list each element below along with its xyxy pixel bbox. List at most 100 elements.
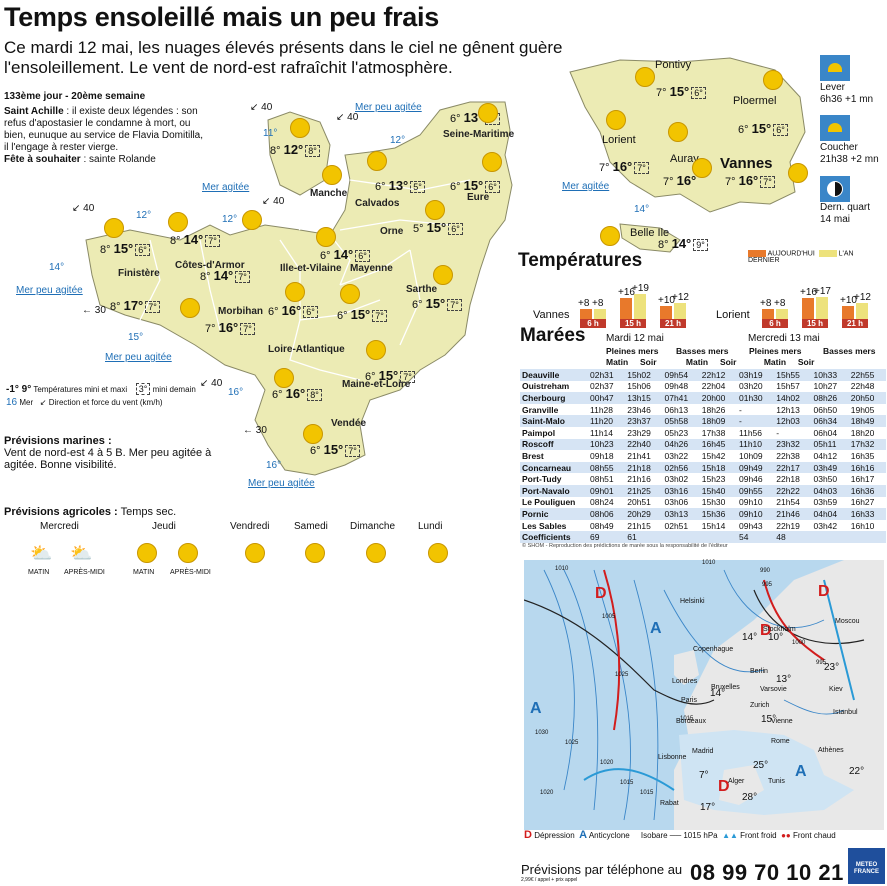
temp-min: 6° (268, 306, 279, 318)
tide-time: 14h02 (774, 392, 812, 404)
sun-icon (242, 210, 262, 230)
wind-arrow: ↙ 40 (336, 112, 359, 123)
table-row: Le Pouliguen 08h24 20h51 03h06 15h30 09h10 21h… (520, 496, 886, 509)
tide-time: 23h37 (625, 415, 663, 427)
tide-time (662, 531, 700, 543)
city-label: Rome (771, 738, 790, 745)
tide-time: 15h57 (774, 380, 812, 393)
tide-time: 06h13 (662, 403, 700, 416)
temp-next: 7° (372, 310, 387, 322)
tide-time: 23h46 (625, 403, 663, 416)
sunset-label: Coucher (820, 142, 858, 153)
tide-time: 09h43 (737, 519, 775, 532)
depression-marker: D (760, 622, 772, 639)
tide-time: 03h50 (811, 473, 849, 485)
temp-next: 6° (135, 244, 150, 256)
dept-name: Orne (380, 226, 404, 237)
tide-time: 08h55 (588, 461, 626, 474)
tide-time: 08h06 (588, 508, 626, 520)
tide-time (848, 531, 886, 543)
temp-bar-label: +8 (760, 297, 772, 309)
tide-time: 22h40 (625, 438, 663, 451)
sun-icon (635, 67, 655, 87)
phone-price: 2,99€ / appel + prix appel (521, 877, 578, 883)
temp-min: 8° (170, 235, 181, 247)
temp-max: 15° (378, 368, 399, 383)
phone-number[interactable]: 08 99 70 10 21 (690, 860, 844, 885)
legend-swatch-today (748, 250, 766, 257)
tide-time: 03h59 (811, 496, 849, 509)
table-row: Les Sables 08h49 21h15 02h51 15h14 09h43 22h19… (520, 519, 886, 532)
table-row: Port-Tudy 08h51 21h16 03h02 15h23 09h46 22h18 0… (520, 473, 886, 485)
isobar-value: 1025 (565, 740, 579, 746)
tide-time: 09h55 (737, 484, 775, 497)
tide-time: 03h49 (811, 461, 849, 474)
tide-time: 08h24 (588, 496, 626, 509)
temp-max: 15° (425, 296, 446, 311)
tide-time: 05h11 (811, 438, 849, 451)
dept-name: Maine-et-Loire (342, 379, 411, 390)
dept-name: Côtes-d'Armor (175, 260, 245, 271)
sea-temp: 11° (263, 128, 278, 139)
hour-label: 6 h (580, 319, 606, 328)
isobar-value: 1015 (640, 790, 654, 796)
tide-time: 20h00 (699, 392, 737, 404)
page-subtitle: Ce mardi 12 mai, les nuages élevés prése… (4, 38, 563, 77)
page-title: Temps ensoleillé mais un peu frais (4, 2, 439, 32)
sun-icon (305, 543, 325, 563)
city-label: Kiev (829, 686, 843, 693)
temp-next: 7° (345, 445, 360, 457)
tide-time: 09h46 (737, 473, 775, 485)
tide-time: 15h18 (699, 461, 737, 474)
tide-time: 18h09 (699, 415, 737, 427)
tide-time: 16h27 (848, 496, 886, 509)
port-name: Brest (520, 450, 588, 462)
isobar-value: 1020 (540, 790, 554, 796)
agri-forecast-days: Mercredi Jeudi Vendredi Samedi Dimanche … (0, 519, 470, 579)
dept-name: Morbihan (218, 306, 263, 317)
sun-icon (285, 282, 305, 302)
tide-time: 04h12 (811, 450, 849, 462)
anticyclone-marker: A (795, 763, 807, 780)
europe-temp: 14° (710, 688, 726, 699)
wind-arrow: ← 30 (243, 425, 267, 436)
europe-legend: D Dépression A Anticyclone Isobare ── 10… (524, 829, 836, 841)
phone-label: Prévisions par téléphone au (521, 862, 683, 877)
tide-time: 02h31 (588, 369, 626, 381)
city-temps: 7° 16° 7° (725, 173, 775, 188)
city-temps: 8° 14° 9° (658, 236, 708, 251)
tide-time (811, 531, 849, 543)
temp-bar-label: +19 (632, 283, 649, 295)
temp-next: 8° (307, 389, 322, 401)
temp-bar (856, 303, 868, 319)
isobar-value: 1000 (792, 640, 806, 646)
table-row: Granville 11h28 23h46 06h13 18h26-12h13 06h50… (520, 403, 886, 416)
day-label: Vendredi (230, 521, 270, 532)
isobar-value: 1010 (555, 566, 569, 572)
tide-time: 03h02 (662, 473, 700, 485)
cloud-sun-icon: ⛅ (70, 543, 93, 563)
dept-temps: 8° 15° 6° (100, 241, 150, 256)
dept-temps: 6° 16° 6° (268, 303, 318, 318)
tide-time: 21h16 (625, 473, 663, 485)
temp-bar (674, 303, 686, 319)
legend-swatch-last (818, 250, 837, 257)
sea-state: Mer peu agitée (105, 352, 172, 363)
city-label: Copenhague (693, 646, 734, 653)
dept-temps: 8° 14° 7° (170, 232, 220, 247)
temp-min: 6° (272, 389, 283, 401)
europe-temp: 28° (742, 792, 758, 803)
tide-time: 12h03 (774, 415, 812, 427)
tide-time: 69 (588, 531, 626, 543)
tide-time: 06h34 (811, 415, 849, 427)
tides-title: Marées (520, 325, 586, 346)
sea-state: Mer agitée (562, 181, 610, 192)
tide-time: 15h36 (699, 508, 737, 520)
city-label: Rabat (660, 800, 679, 807)
tide-time: 23h32 (774, 438, 812, 451)
sea-state: Mer agitée (202, 182, 250, 193)
city-label: Tunis (768, 778, 785, 785)
temp-bar-label: +10 (658, 295, 675, 306)
sunset-icon (820, 115, 850, 141)
europe-temp: 10° (768, 632, 784, 643)
